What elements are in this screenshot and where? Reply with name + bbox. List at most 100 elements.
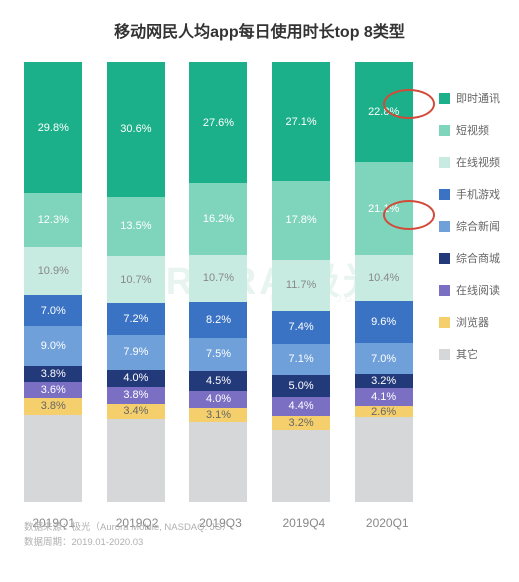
bar-segment: 21.1%	[355, 162, 413, 255]
legend-item: 浏览器	[439, 314, 507, 330]
bar-segment: 3.4%	[107, 404, 165, 419]
legend-label: 其它	[456, 346, 478, 362]
segment-label: 7.9%	[123, 346, 148, 358]
legend-item: 在线阅读	[439, 282, 507, 298]
segment-label: 29.8%	[38, 122, 69, 134]
segment-label: 10.9%	[38, 265, 69, 277]
bar-segment: 3.8%	[24, 366, 82, 383]
segment-label: 3.8%	[123, 389, 148, 401]
segment-label: 3.1%	[206, 409, 231, 421]
segment-label: 4.1%	[371, 391, 396, 403]
legend-item: 综合商城	[439, 250, 507, 266]
legend-label: 手机游戏	[456, 186, 500, 202]
segment-label: 8.2%	[206, 314, 231, 326]
legend-label: 在线阅读	[456, 282, 500, 298]
bar-segment: 4.1%	[355, 388, 413, 406]
segment-label: 22.8%	[368, 106, 399, 118]
chart-wrap: 29.8%12.3%10.9%7.0%9.0%3.8%3.6%3.8%30.6%…	[12, 62, 507, 502]
footer-period: 数据周期：2019.01-2020.03	[24, 535, 519, 550]
legend-swatch	[439, 157, 450, 168]
bar-segment: 7.0%	[355, 343, 413, 374]
bar-segment	[107, 419, 165, 502]
legend-item: 综合新闻	[439, 218, 507, 234]
legend-swatch	[439, 93, 450, 104]
segment-label: 10.7%	[120, 274, 151, 286]
legend-label: 即时通讯	[456, 90, 500, 106]
bar-segment	[24, 415, 82, 502]
bar-segment: 12.3%	[24, 193, 82, 247]
bar-segment: 7.2%	[107, 303, 165, 335]
legend-swatch	[439, 317, 450, 328]
legend-swatch	[439, 285, 450, 296]
bar-segment: 7.0%	[24, 295, 82, 326]
bar: 29.8% 12.3% 10.9% 7.0%9.0% 3.8% 3.6% 3.8%	[24, 62, 82, 502]
legend-label: 浏览器	[456, 314, 489, 330]
segment-label: 3.8%	[41, 368, 66, 380]
segment-label: 9.6%	[371, 316, 396, 328]
segment-label: 13.5%	[120, 220, 151, 232]
segment-label: 7.5%	[206, 348, 231, 360]
bar: 27.1% 17.8% 11.7% 7.4% 7.1% 5.0% 4.4% 3.2%	[272, 62, 330, 502]
bar-segment: 4.4%	[272, 397, 330, 416]
segment-label: 2.6%	[371, 406, 396, 418]
segment-label: 10.7%	[203, 272, 234, 284]
legend-item: 即时通讯	[439, 90, 507, 106]
bar-segment: 7.1%	[272, 344, 330, 375]
bar-segment: 29.8%	[24, 62, 82, 193]
segment-label: 3.8%	[41, 400, 66, 412]
segment-label: 11.7%	[286, 279, 316, 291]
segment-label: 10.4%	[368, 272, 399, 284]
bar-segment: 4.5%	[189, 371, 247, 391]
segment-label: 7.1%	[289, 353, 314, 365]
segment-label: 17.8%	[285, 214, 316, 226]
bar: 27.6% 16.2% 10.7% 8.2% 7.5% 4.5% 4.0% 3.1%	[189, 62, 247, 502]
bar-segment: 9.6%	[355, 301, 413, 343]
segment-label: 12.3%	[38, 214, 69, 226]
segment-label: 4.4%	[289, 400, 314, 412]
footer-source: 数据来源：极光（Aurora Mobile, NASDAQ: JG）	[24, 520, 519, 535]
bar-segment: 7.5%	[189, 338, 247, 371]
legend-item: 在线视频	[439, 154, 507, 170]
bar-segment: 10.7%	[107, 256, 165, 303]
footer: 数据来源：极光（Aurora Mobile, NASDAQ: JG） 数据周期：…	[24, 520, 519, 550]
chart-area: 29.8%12.3%10.9%7.0%9.0%3.8%3.6%3.8%30.6%…	[12, 62, 429, 502]
legend-swatch	[439, 125, 450, 136]
bar-segment: 11.7%	[272, 260, 330, 311]
segment-label: 7.0%	[371, 353, 396, 365]
legend-swatch	[439, 221, 450, 232]
segment-label: 7.4%	[289, 321, 314, 333]
bar-segment: 4.0%	[107, 370, 165, 388]
bar-segment: 22.8%	[355, 62, 413, 162]
legend-swatch	[439, 189, 450, 200]
bar-segment	[189, 422, 247, 502]
bar-segment: 2.6%	[355, 406, 413, 417]
segment-label: 21.1%	[368, 203, 399, 215]
bar-segment: 3.2%	[272, 416, 330, 430]
segment-label: 27.1%	[285, 116, 316, 128]
bar-segment	[272, 430, 330, 502]
segment-label: 30.6%	[120, 123, 151, 135]
bar-segment: 5.0%	[272, 375, 330, 397]
bar-segment: 9.0%	[24, 326, 82, 366]
segment-label: 16.2%	[203, 213, 234, 225]
chart-title: 移动网民人均app每日使用时长top 8类型	[12, 18, 507, 42]
legend: 即时通讯短视频在线视频手机游戏综合新闻综合商城在线阅读浏览器其它	[429, 62, 507, 502]
bar-segment: 7.9%	[107, 335, 165, 370]
segment-label: 7.2%	[123, 313, 148, 325]
chart-container: URORA 极光 NASDAQ·JG 移动网民人均app每日使用时长top 8类…	[0, 0, 519, 582]
bar: 22.8% 21.1% 10.4% 9.6% 7.0% 3.2% 4.1% 2.6%	[355, 62, 413, 502]
bar-segment: 13.5%	[107, 197, 165, 256]
bar-segment: 7.4%	[272, 311, 330, 344]
legend-item: 手机游戏	[439, 186, 507, 202]
bar-segment: 3.2%	[355, 374, 413, 388]
bar-segment: 8.2%	[189, 302, 247, 338]
segment-label: 3.6%	[41, 384, 66, 396]
bar-segment: 27.6%	[189, 62, 247, 183]
segment-label: 4.5%	[206, 375, 231, 387]
segment-label: 3.2%	[371, 375, 396, 387]
segment-label: 4.0%	[206, 393, 231, 405]
segment-label: 4.0%	[123, 372, 148, 384]
legend-label: 短视频	[456, 122, 489, 138]
bar-segment: 10.7%	[189, 255, 247, 302]
segment-label: 5.0%	[289, 380, 314, 392]
